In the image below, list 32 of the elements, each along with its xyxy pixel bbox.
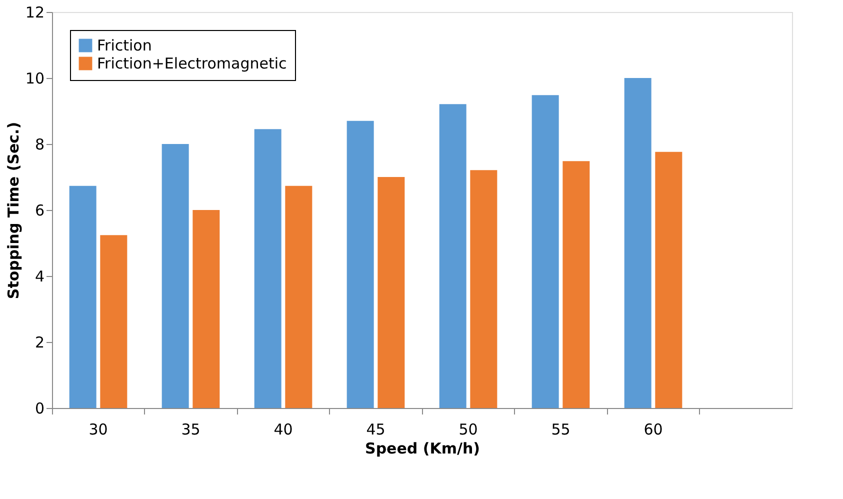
y-tick-label: 8	[34, 136, 44, 154]
bar	[100, 235, 128, 408]
y-tick-label: 4	[34, 268, 44, 286]
bar	[624, 78, 652, 408]
x-tick-label: 55	[551, 420, 570, 438]
bar	[378, 177, 405, 408]
x-tick-label: 60	[644, 420, 663, 438]
x-tick-label: 50	[458, 420, 478, 438]
bar	[562, 161, 590, 408]
y-tick-label: 0	[34, 400, 44, 418]
legend-label: Friction	[97, 36, 152, 54]
y-tick-label: 6	[34, 202, 44, 220]
bar	[532, 95, 559, 408]
x-tick-label: 30	[88, 420, 108, 438]
bar	[192, 210, 220, 408]
bar	[69, 186, 96, 408]
x-tick-label: 45	[366, 420, 386, 438]
y-tick-label: 12	[25, 4, 44, 22]
bar	[285, 186, 312, 408]
legend-label: Friction+Electromagnetic	[97, 54, 287, 72]
x-tick-label: 40	[274, 420, 293, 438]
bar	[470, 170, 498, 408]
y-tick-label: 10	[25, 70, 44, 88]
y-tick-label: 2	[34, 334, 44, 352]
y-axis-title: Stopping Time (Sec.)	[4, 122, 22, 300]
x-axis-title: Speed (Km/h)	[365, 440, 480, 458]
bar	[162, 144, 189, 408]
bar	[254, 129, 282, 408]
x-tick-label: 35	[181, 420, 200, 438]
bar	[346, 120, 374, 408]
bar	[439, 104, 466, 408]
bar	[655, 152, 682, 408]
